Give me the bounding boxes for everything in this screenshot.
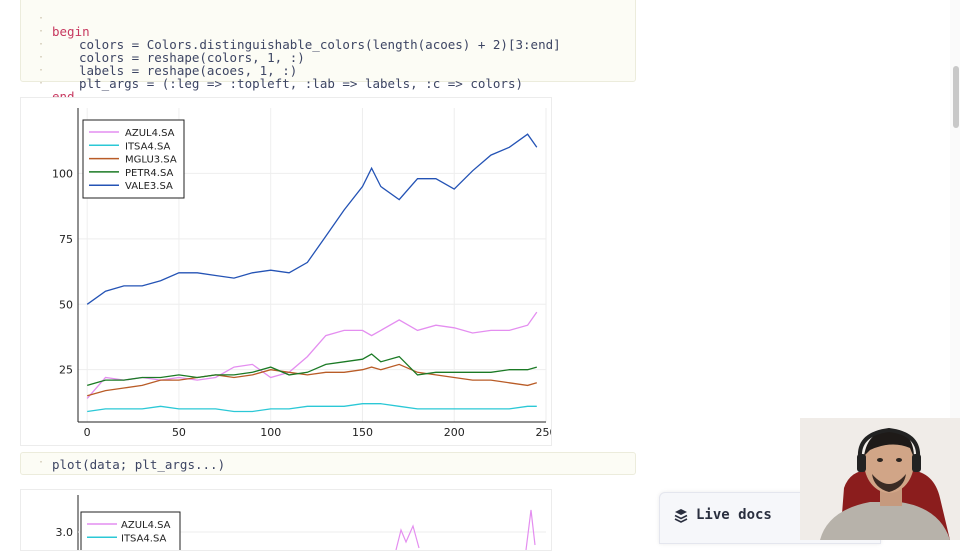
x-tick-label: 0 bbox=[84, 426, 91, 439]
presenter-figure bbox=[800, 418, 960, 540]
series-line-partial bbox=[525, 509, 536, 551]
line-chart-stocks: 0 50 100 150 200 250 25 50 75 100 AZUL4.SA ITSA4.SA… bbox=[52, 108, 557, 439]
x-tick-label: 50 bbox=[172, 426, 186, 439]
series-line-petr4-sa bbox=[87, 353, 537, 387]
code-line-3: · colors = reshape(colors, 1, :) bbox=[38, 39, 305, 65]
right-gutter bbox=[950, 0, 960, 540]
plot-output-main: 0 50 100 150 200 250 25 50 75 100 AZUL4.SA ITSA4.SA… bbox=[20, 97, 557, 446]
y-tick-label: 75 bbox=[59, 233, 73, 246]
code-text-plot-call: plot(data; plt_args...) bbox=[52, 457, 226, 472]
book-stack-icon bbox=[673, 508, 689, 528]
y-tick-label: 3.0 bbox=[56, 526, 74, 539]
y-tick-label: 50 bbox=[59, 298, 73, 311]
code-line-2: · colors = Colors.distinguishable_colors… bbox=[38, 26, 561, 52]
code-line-5: · plt_args = (:leg => :topleft, :lab => … bbox=[38, 65, 524, 91]
legend-entry: AZUL4.SA bbox=[125, 128, 175, 139]
code-text-line-4: labels = reshape(acoes, 1, :) bbox=[79, 63, 298, 78]
y-tick-label: 100 bbox=[52, 167, 73, 180]
x-tick-label: 100 bbox=[260, 426, 281, 439]
plot-output-second: 3.0 AZUL4.SA ITSA4.SA bbox=[20, 489, 552, 553]
series-line-vale3-sa bbox=[86, 133, 538, 305]
code-line-1: · begin bbox=[38, 13, 90, 39]
code-text-line-5: plt_args = (:leg => :topleft, :lab => la… bbox=[79, 76, 524, 91]
legend-entry: PETR4.SA bbox=[125, 168, 173, 179]
code-line-4: · labels = reshape(acoes, 1, :) bbox=[38, 52, 298, 78]
legend-entry: MGLU3.SA bbox=[125, 155, 177, 166]
y-tick-label: 25 bbox=[59, 364, 73, 377]
keyword-begin: begin bbox=[52, 24, 90, 39]
scrollbar-thumb[interactable] bbox=[953, 66, 959, 128]
legend-entry: AZUL4.SA bbox=[121, 520, 171, 531]
legend-entry: ITSA4.SA bbox=[121, 533, 167, 544]
code-text-line-2: colors = Colors.distinguishable_colors(l… bbox=[79, 37, 561, 52]
chart-legend: AZUL4.SA ITSA4.SA bbox=[80, 511, 181, 553]
series-line-azul4-sa bbox=[86, 311, 538, 399]
x-tick-label: 250 bbox=[536, 426, 552, 439]
series-line-itsa4-sa bbox=[87, 403, 537, 413]
series-line-mglu3-sa bbox=[87, 363, 537, 397]
code-line-6: · end bbox=[21, 64, 75, 103]
legend-entry: VALE3.SA bbox=[125, 181, 173, 192]
code-cell-plot-call[interactable]: · plot(data; plt_args...) bbox=[20, 452, 636, 475]
code-text-line-3: colors = reshape(colors, 1, :) bbox=[79, 50, 305, 65]
legend-entry: ITSA4.SA bbox=[125, 141, 171, 152]
line-chart-second: 3.0 AZUL4.SA ITSA4.SA bbox=[56, 495, 546, 553]
webcam-overlay bbox=[800, 418, 960, 540]
chart-legend: AZUL4.SA ITSA4.SA MGLU3.SA PETR4.SA VALE3.SA bbox=[82, 119, 185, 199]
series-line-partial bbox=[395, 524, 420, 551]
x-tick-label: 150 bbox=[352, 426, 373, 439]
x-tick-label: 200 bbox=[444, 426, 465, 439]
code-cell-plot-args[interactable]: · begin · colors = Colors.distinguishabl… bbox=[20, 0, 636, 103]
live-docs-label: Live docs bbox=[696, 507, 772, 523]
